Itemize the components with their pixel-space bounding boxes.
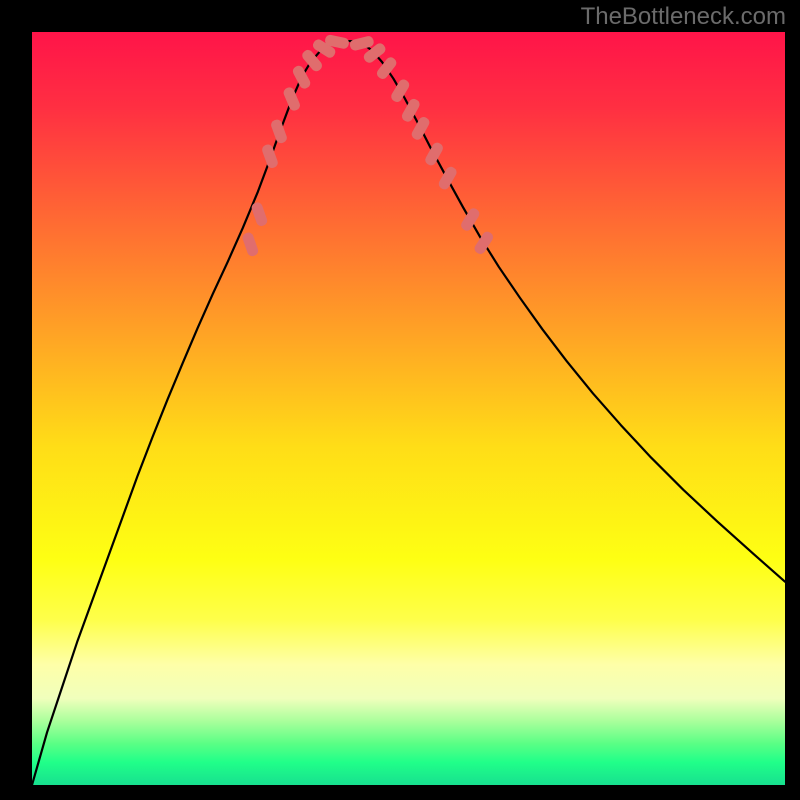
bottleneck-curve — [32, 41, 785, 785]
curve-marker — [459, 206, 481, 232]
watermark-text: TheBottleneck.com — [581, 3, 786, 31]
curve-marker — [410, 115, 431, 141]
curve-marker — [389, 78, 411, 104]
curve-marker — [291, 64, 312, 90]
curve-marker — [270, 118, 289, 144]
marker-group — [241, 34, 495, 258]
curve-marker — [473, 230, 495, 256]
curve-marker — [282, 86, 302, 112]
curve-marker — [423, 141, 444, 167]
curve-marker — [400, 97, 421, 123]
curve-marker — [437, 165, 459, 191]
chart-svg — [32, 32, 785, 785]
curve-marker — [250, 201, 268, 227]
plot-area — [32, 32, 785, 785]
curve-marker — [261, 143, 280, 169]
curve-marker — [241, 231, 259, 257]
